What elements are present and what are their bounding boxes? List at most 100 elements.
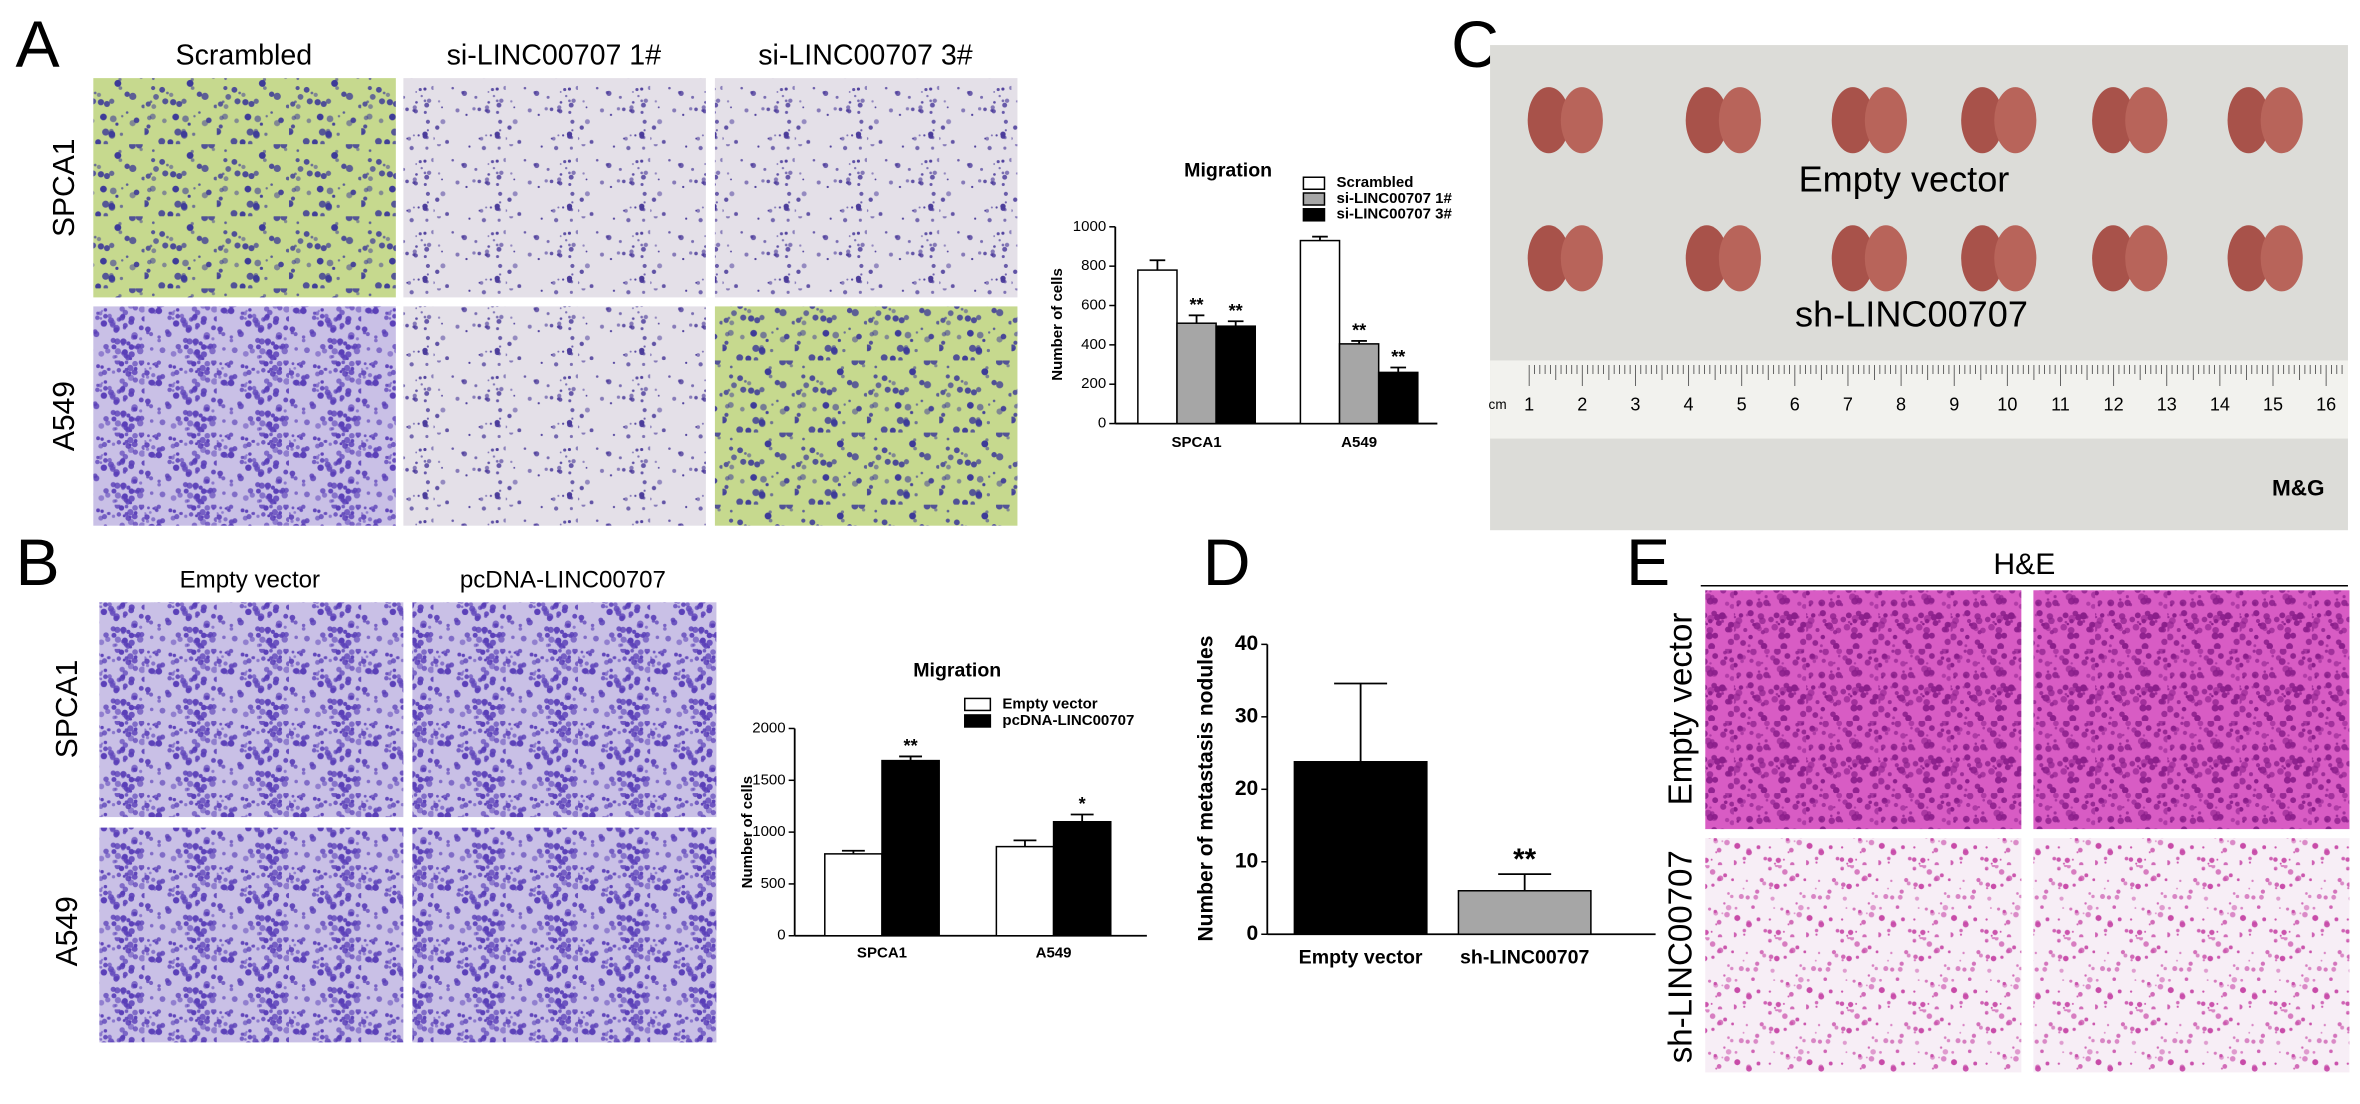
ruler: [1490, 360, 2348, 439]
significance: **: [1352, 321, 1366, 341]
ruler-label: 10: [1997, 394, 2017, 414]
bar: [995, 845, 1055, 937]
legend-swatch: [1302, 192, 1326, 206]
error-bar: [1390, 366, 1407, 373]
legend-label: Empty vector: [1002, 695, 1097, 712]
lung: [1831, 225, 1874, 292]
legend-swatch: [964, 697, 992, 712]
micrograph: [714, 306, 1018, 526]
ruler-label: 12: [2104, 394, 2124, 414]
ruler-label: 6: [1790, 394, 1800, 414]
micrograph: [403, 78, 706, 298]
x-tick-label: A549: [1341, 434, 1377, 451]
micrograph: [93, 306, 396, 526]
micrograph: [714, 78, 1018, 298]
x-tick-label: SPCA1: [1171, 434, 1221, 451]
y-tick-label: 20: [1235, 777, 1258, 800]
lung: [1864, 225, 1907, 292]
lung: [1560, 225, 1603, 292]
lung: [2227, 87, 2270, 154]
row-label: SPCA1: [51, 660, 84, 758]
lung: [1994, 225, 2037, 292]
error-bar: [1334, 682, 1388, 762]
error-bar: [1351, 340, 1367, 344]
panel-letter: B: [16, 526, 60, 600]
y-tick-label: 0: [777, 927, 785, 944]
legend-swatch: [964, 714, 992, 728]
micrograph: [99, 827, 404, 1043]
lung: [2125, 225, 2168, 292]
bar: [1338, 343, 1380, 425]
ruler-label: 8: [1896, 394, 1906, 414]
bar: [881, 759, 940, 937]
ruler-label: 2: [1577, 394, 1587, 414]
legend-label: Scrambled: [1337, 174, 1414, 191]
y-tick-label: 0: [1247, 922, 1259, 945]
lung: [2260, 87, 2303, 154]
lung: [1718, 87, 1761, 154]
bar: [1215, 325, 1257, 425]
micrograph: [1705, 590, 2022, 830]
y-axis-label: Number of cells: [1049, 268, 1066, 381]
significance: **: [1513, 843, 1536, 876]
ruler-label: 13: [2157, 394, 2177, 414]
ruler-label: 4: [1684, 394, 1694, 414]
error-bar: [841, 849, 865, 854]
y-tick-label: 1000: [752, 823, 785, 840]
bar: [1293, 761, 1428, 935]
bar: [1137, 269, 1178, 425]
significance: *: [1079, 794, 1086, 814]
y-tick-label: 40: [1235, 632, 1258, 655]
ruler-label: 9: [1949, 394, 1959, 414]
photo: [1490, 45, 2348, 531]
lung: [2260, 225, 2303, 292]
y-tick-label: 1000: [1073, 218, 1106, 235]
lung: [1831, 87, 1874, 154]
row-label: SPCA1: [48, 139, 81, 237]
y-axis-label: Number of metastasis nodules: [1195, 636, 1218, 942]
significance: **: [1229, 301, 1243, 321]
row-label: sh-LINC00707: [1662, 850, 1699, 1063]
lung: [1864, 87, 1907, 154]
lung: [1961, 87, 2004, 154]
lung: [2092, 225, 2135, 292]
legend-label: pcDNA-LINC00707: [1002, 712, 1134, 729]
x-tick-label: sh-LINC00707: [1460, 946, 1589, 968]
y-tick-label: 1500: [752, 771, 785, 788]
bar: [1299, 239, 1341, 425]
ruler-label: 16: [2316, 394, 2336, 414]
error-bar: [899, 755, 923, 761]
y-tick-label: 2000: [752, 719, 785, 736]
row-label: A549: [48, 381, 81, 451]
error-bar: [1149, 259, 1166, 271]
lung: [2227, 225, 2270, 292]
panel-letter: A: [16, 8, 60, 82]
lung: [1961, 225, 2004, 292]
error-bar: [1312, 235, 1328, 241]
y-tick-label: 800: [1081, 257, 1106, 274]
lung: [1527, 87, 1570, 154]
error-bar: [1070, 813, 1094, 822]
x-tick-label: SPCA1: [857, 945, 907, 962]
significance: **: [904, 736, 918, 756]
column-label: Empty vector: [180, 567, 320, 594]
x-tick-label: A549: [1036, 945, 1072, 962]
micrograph: [93, 78, 396, 298]
significance: **: [1190, 295, 1204, 315]
lung: [1685, 225, 1728, 292]
bar: [1176, 322, 1217, 425]
x-tick-label: Empty vector: [1299, 946, 1423, 968]
panel-letter: D: [1203, 526, 1251, 600]
lung: [2125, 87, 2168, 154]
ruler-label: 14: [2210, 394, 2230, 414]
error-bar: [1498, 873, 1552, 891]
lung: [1527, 225, 1570, 292]
column-label: Scrambled: [176, 40, 313, 72]
brand: M&G: [2272, 476, 2325, 501]
lung: [1994, 87, 2037, 154]
chart-title: Migration: [913, 660, 1001, 682]
column-label: pcDNA-LINC00707: [460, 567, 666, 594]
bar: [1052, 820, 1112, 937]
